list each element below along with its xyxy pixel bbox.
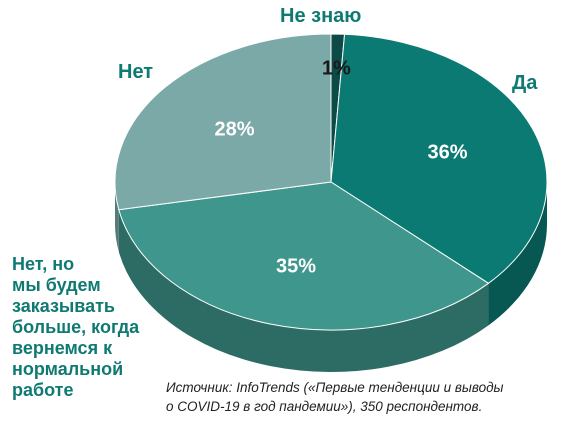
slice-label-ne-znayu: Не знаю xyxy=(280,5,362,27)
pie-side-нет xyxy=(115,182,119,252)
value-label-нет-но: 35% xyxy=(276,255,316,277)
pie-slice-да xyxy=(330,33,548,284)
pie-side-да xyxy=(488,182,547,326)
value-label-нет: 28% xyxy=(214,118,254,140)
slice-label-da: Да xyxy=(512,72,538,94)
pie-slices xyxy=(114,33,548,331)
pie-slice-нет xyxy=(114,33,332,211)
pie-side-нет-но xyxy=(118,209,489,372)
source-note: Источник: InfoTrends («Первые тенденции … xyxy=(166,380,504,414)
value-label-да: 36% xyxy=(427,141,467,163)
pie-slice-нет-но xyxy=(118,181,490,331)
value-label-не-знаю: 1% xyxy=(322,58,351,80)
slice-label-net-no: Нет, но мы будем заказывать больше, когд… xyxy=(12,254,140,400)
pie-value-labels: 1% 36% 35% 28% xyxy=(214,58,467,278)
slice-label-net: Нет xyxy=(118,61,154,83)
pie-sides xyxy=(115,182,547,372)
